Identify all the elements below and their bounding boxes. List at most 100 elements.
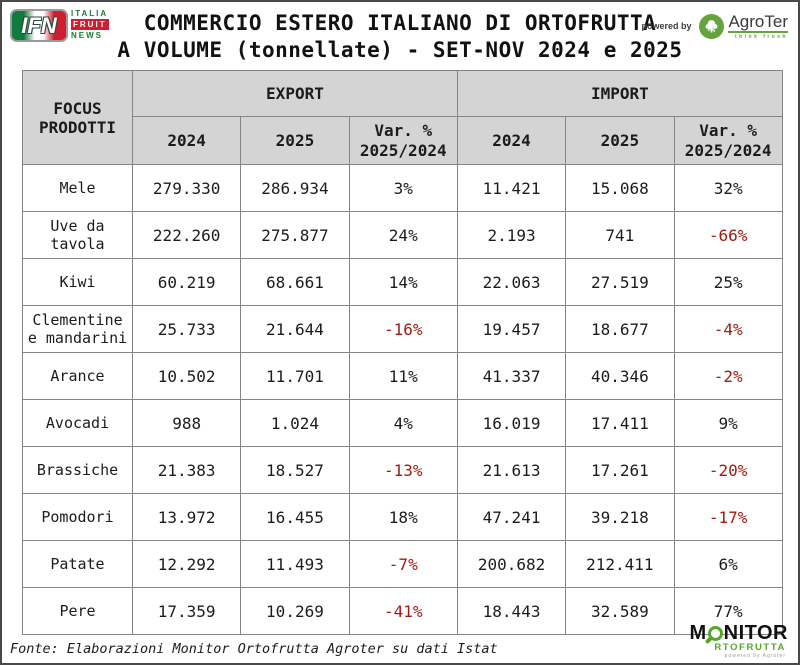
value-cell: -16% [348,305,458,353]
table-row: Pere 17.359 10.269 -41% 18.443 32.589 77% [22,587,783,635]
value-cell: 11% [348,352,458,400]
magnifier-icon [707,625,723,641]
monitor-m: M [689,622,707,644]
ifn-acronym: IFN [21,12,57,38]
table-row: Mele 279.330 286.934 3% 11.421 15.068 32% [22,164,783,212]
product-cell: Patate [22,540,133,588]
value-cell: 16.019 [456,399,567,447]
col-header-import-var: Var. % 2025/2024 [673,116,783,165]
value-cell: 32.589 [565,587,675,635]
table-row: Kiwi 60.219 68.661 14% 22.063 27.519 25% [22,258,783,306]
var-label-line2: 2025/2024 [684,140,772,160]
value-cell: 279.330 [131,164,242,212]
monitor-ortofrutta-logo: M NITOR RTOFRUTTA powered by Agroter [689,623,788,660]
value-cell: 41.337 [456,352,567,400]
table-body: Mele 279.330 286.934 3% 11.421 15.068 32% Uve d… [22,164,783,635]
value-cell: 200.682 [456,540,567,588]
value-cell: 17.411 [565,399,675,447]
value-cell: -41% [348,587,458,635]
source-note: Fonte: Elaborazioni Monitor Ortofrutta A… [10,641,498,657]
value-cell: 10.269 [240,587,350,635]
agroter-wordmark: AgroTer think fresh [728,12,788,40]
value-cell: 18.443 [456,587,567,635]
table-row: Brassiche 21.383 18.527 -13% 21.613 17.261 -20… [22,446,783,494]
value-cell: 22.063 [456,258,567,306]
agroter-name: AgroTer [728,12,788,33]
col-header-products: FOCUS PRODOTTI [22,70,133,165]
value-cell: -66% [673,211,783,259]
value-cell: 11.493 [240,540,350,588]
ifn-logo: IFN ITALIA FRUIT NEWS [10,9,109,42]
product-cell: Arance [22,352,133,400]
value-cell: 3% [348,164,458,212]
monitor-powered-by: powered by Agroter [724,653,786,659]
var-label-line1: Var. % [699,120,758,140]
value-cell: 21.613 [456,446,567,494]
ifn-italia-label: ITALIA [71,9,109,18]
value-cell: 286.934 [240,164,350,212]
value-cell: -17% [673,493,783,541]
agroter-tree-icon [699,13,725,39]
value-cell: 32% [673,164,783,212]
title-line-2: A VOLUME (tonnellate) - SET-NOV 2024 e 2… [117,38,683,62]
value-cell: 39.218 [565,493,675,541]
table-row: Uve da tavola 222.260 275.877 24% 2.193 741 -6… [22,211,783,259]
value-cell: 25% [673,258,783,306]
col-group-import: IMPORT [456,70,783,117]
value-cell: 24% [348,211,458,259]
table-row: Pomodori 13.972 16.455 18% 47.241 39.218 -17% [22,493,783,541]
value-cell: 275.877 [240,211,350,259]
value-cell: 2.193 [456,211,567,259]
value-cell: 11.701 [240,352,350,400]
value-cell: 25.733 [131,305,242,353]
table-row: Avocadi 988 1.024 4% 16.019 17.411 9% [22,399,783,447]
col-header-export-var: Var. % 2025/2024 [348,116,458,165]
product-cell: Clementine e mandarini [22,305,133,353]
agroter-logo: powered by AgroTer think fresh [641,12,788,40]
product-cell: Brassiche [22,446,133,494]
ifn-news-label: NEWS [71,31,103,40]
col-header-export-2025: 2025 [240,116,350,165]
product-cell: Uve da tavola [22,211,133,259]
value-cell: 16.455 [240,493,350,541]
product-cell: Mele [22,164,133,212]
table-row: Arance 10.502 11.701 11% 41.337 40.346 -2% [22,352,783,400]
value-cell: 15.068 [565,164,675,212]
value-cell: 17.359 [131,587,242,635]
value-cell: 21.644 [240,305,350,353]
ifn-fruit-label: FRUIT [71,19,109,30]
value-cell: 1.024 [240,399,350,447]
value-cell: -2% [673,352,783,400]
value-cell: -4% [673,305,783,353]
value-cell: 6% [673,540,783,588]
table-header: FOCUS PRODOTTI EXPORT IMPORT 2024 2025 V… [22,70,783,165]
value-cell: 77% [673,587,783,635]
col-header-export-2024: 2024 [131,116,242,165]
trade-table: FOCUS PRODOTTI EXPORT IMPORT 2024 2025 V… [22,70,783,635]
col-header-import-2025: 2025 [565,116,675,165]
agroter-tagline: think fresh [734,34,788,40]
powered-by-label: powered by [641,21,692,31]
value-cell: 21.383 [131,446,242,494]
product-cell: Pomodori [22,493,133,541]
value-cell: 18% [348,493,458,541]
ifn-flag-icon: IFN [10,9,68,42]
value-cell: 222.260 [131,211,242,259]
value-cell: 17.261 [565,446,675,494]
monitor-wordmark: M NITOR [689,623,788,643]
value-cell: 4% [348,399,458,447]
value-cell: 11.421 [456,164,567,212]
ifn-wordmark: ITALIA FRUIT NEWS [71,9,109,40]
table-row: Patate 12.292 11.493 -7% 200.682 212.411 6% [22,540,783,588]
value-cell: 12.292 [131,540,242,588]
value-cell: 68.661 [240,258,350,306]
monitor-nitor: NITOR [723,622,788,644]
value-cell: 27.519 [565,258,675,306]
value-cell: 19.457 [456,305,567,353]
col-group-export: EXPORT [132,70,458,117]
table-row: Clementine e mandarini 25.733 21.644 -16% 19… [22,305,783,353]
page-title: COMMERCIO ESTERO ITALIANO DI ORTOFRUTTA … [2,10,798,64]
ortofrutta-label: RTOFRUTTA [714,642,786,653]
value-cell: 18.677 [565,305,675,353]
